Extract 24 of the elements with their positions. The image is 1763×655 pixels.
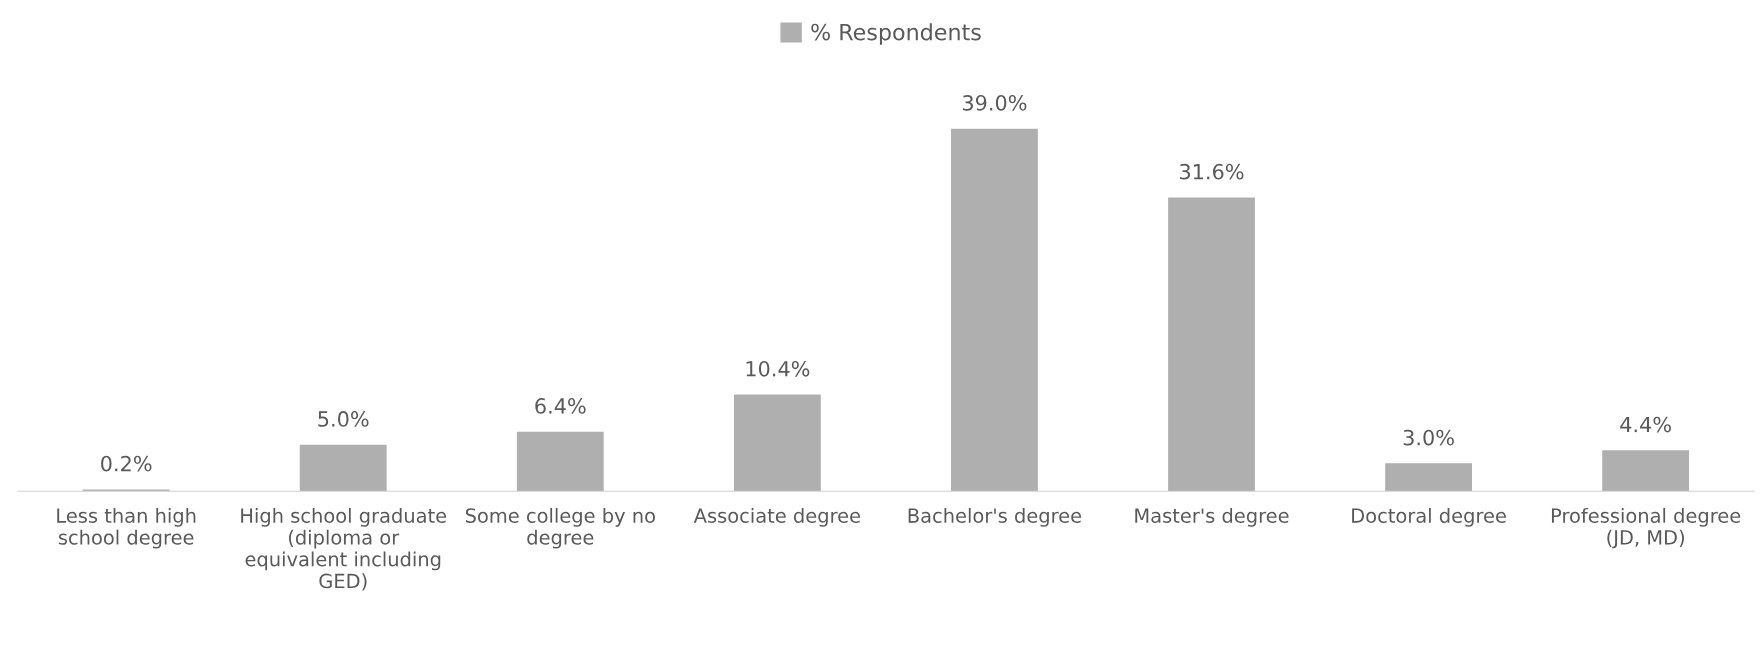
bar xyxy=(1385,463,1472,492)
data-label: 39.0% xyxy=(962,94,1027,111)
x-tick-label: Less than high school degree xyxy=(57,507,196,549)
data-label: 10.4% xyxy=(746,360,810,377)
bar xyxy=(516,431,604,492)
bar xyxy=(1168,197,1255,492)
data-label: 5.0% xyxy=(318,411,369,427)
bar xyxy=(733,394,821,492)
data-label: 31.6% xyxy=(1180,163,1244,180)
data-label: 3.0% xyxy=(1403,429,1454,446)
legend-label: % Respondents xyxy=(811,23,981,45)
data-label: 0.2% xyxy=(101,455,152,472)
x-tick-label: Doctoral degree xyxy=(1352,507,1506,527)
x-tick-label: Some college by no degree xyxy=(465,507,655,549)
bar xyxy=(299,444,387,492)
x-tick-label: High school graduate (diploma or equivalent including GED) xyxy=(241,507,447,591)
x-tick-label: Associate degree xyxy=(693,507,861,527)
bar xyxy=(951,128,1038,492)
x-tick-label: Professional degree (JD, MD) xyxy=(1551,507,1741,549)
bar xyxy=(1602,450,1690,492)
data-label: 6.4% xyxy=(535,398,586,414)
data-label: 4.4% xyxy=(1620,416,1671,433)
x-tick-label: Bachelor's degree xyxy=(908,507,1082,527)
x-tick-label: Master's degree xyxy=(1135,507,1289,527)
